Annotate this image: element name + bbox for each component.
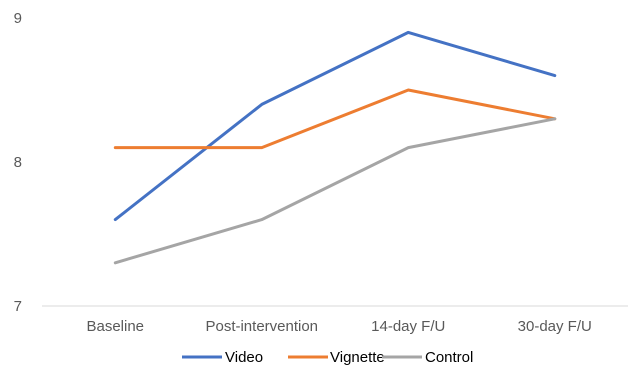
x-tick-label: Post-intervention	[205, 318, 318, 335]
x-axis: Baseline Post-intervention 14-day F/U 30-da…	[86, 318, 591, 335]
legend-label-video: Video	[225, 349, 263, 366]
series-line-control	[113, 117, 557, 265]
x-tick-label: 30-day F/U	[518, 318, 592, 335]
series-line-vignette	[113, 88, 557, 150]
y-tick-label: 9	[14, 10, 22, 27]
y-tick-label: 7	[14, 298, 22, 315]
legend-label-control: Control	[425, 349, 473, 366]
y-tick-label: 8	[14, 154, 22, 171]
y-axis: 7 8 9	[14, 10, 22, 315]
series-line-video	[113, 30, 557, 222]
series-group	[113, 30, 557, 265]
x-tick-label: 14-day F/U	[371, 318, 445, 335]
x-tick-label: Baseline	[86, 318, 144, 335]
legend-label-vignette: Vignette	[330, 349, 385, 366]
legend: Video Vignette Control	[182, 349, 473, 366]
